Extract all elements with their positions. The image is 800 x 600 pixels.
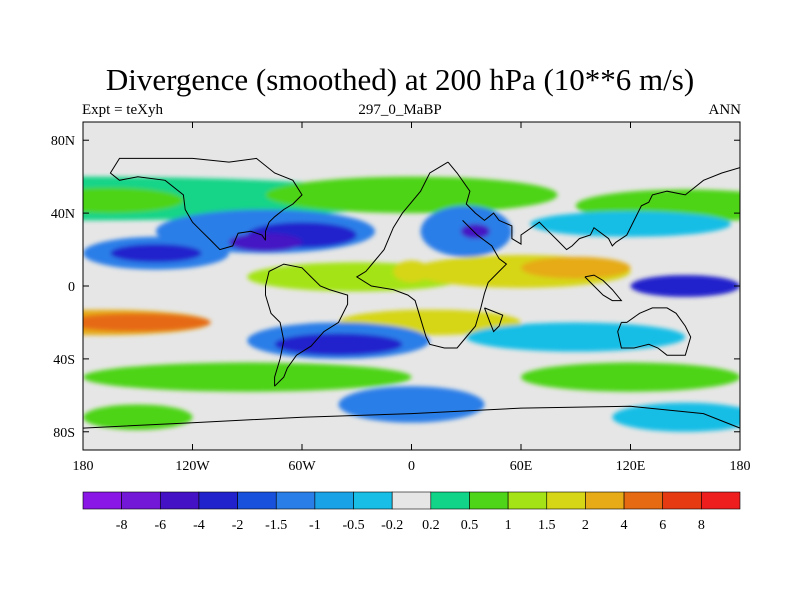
x-tick-label: 60E xyxy=(510,459,533,474)
field-region xyxy=(83,187,184,214)
page-title: Divergence (smoothed) at 200 hPa (10**6 … xyxy=(105,62,695,97)
coastlines xyxy=(83,157,740,429)
colorbar-swatch xyxy=(275,491,316,510)
colorbar-label: 0.2 xyxy=(422,518,440,533)
experiment-label: Expt = teXyh xyxy=(82,102,163,118)
colorbar-label: -6 xyxy=(154,518,166,533)
coastline xyxy=(109,157,303,251)
colorbar-label: -0.5 xyxy=(342,518,364,533)
field-region xyxy=(521,256,631,279)
x-tick-label: 60W xyxy=(288,459,316,474)
map-area xyxy=(82,121,741,451)
y-tick-label: 80S xyxy=(53,426,75,441)
field-region xyxy=(466,322,686,352)
colorbar-label: 8 xyxy=(698,518,705,533)
colorbar-swatch xyxy=(430,491,470,510)
colorbar-label: -8 xyxy=(116,518,128,533)
colorbar-label: 2 xyxy=(582,518,589,533)
colorbar-swatch xyxy=(623,491,664,510)
season-label: ANN xyxy=(708,102,742,118)
field-region xyxy=(338,386,485,423)
run-label: 297_0_MaBP xyxy=(358,102,442,118)
divergence-field xyxy=(83,176,740,432)
colorbar-swatch xyxy=(585,491,625,510)
coastline xyxy=(265,263,349,387)
colorbar-swatch xyxy=(701,491,741,510)
coastline xyxy=(83,405,740,429)
colorbar-swatch xyxy=(353,491,393,510)
colorbar-swatch xyxy=(237,491,277,510)
colorbar-swatch xyxy=(469,491,509,510)
colorbar-label: 1 xyxy=(505,518,512,533)
coastline xyxy=(617,307,692,356)
colorbar: -8 -6 -4 -2 -1.5 -1 -0.5 -0.2 0.2 0.5 1 1.5 2 4 6 8 xyxy=(82,491,741,533)
field-region xyxy=(83,362,412,392)
colorbar-label: -1.5 xyxy=(265,518,287,533)
y-tick-label: 40S xyxy=(53,353,75,368)
field-region xyxy=(521,362,740,392)
field-region xyxy=(460,224,490,239)
field-region xyxy=(265,176,558,214)
y-tick-label: 40N xyxy=(51,207,75,222)
field-region xyxy=(83,313,211,332)
field-region xyxy=(612,402,740,432)
coastline xyxy=(447,161,740,251)
colorbar-swatch xyxy=(314,491,354,510)
colorbar-swatch xyxy=(82,491,122,510)
colorbar-label: 0.5 xyxy=(461,518,479,533)
colorbar-label: 4 xyxy=(621,518,628,533)
field-region xyxy=(229,233,302,252)
x-tick-label: 120E xyxy=(616,459,646,474)
colorbar-label: -0.2 xyxy=(381,518,403,533)
x-tick-label: 180 xyxy=(73,459,94,474)
colorbar-swatch xyxy=(507,491,548,510)
x-tick-label: 120W xyxy=(175,459,210,474)
coastline xyxy=(355,161,508,349)
colorbar-swatch xyxy=(121,491,161,510)
field-region xyxy=(530,211,731,237)
y-axis: 80N 40N 0 40S 80S xyxy=(51,134,740,441)
colorbar-swatch xyxy=(391,491,432,510)
colorbar-swatch xyxy=(546,491,586,510)
colorbar-label: -4 xyxy=(193,518,205,533)
colorbar-swatch xyxy=(198,491,238,510)
colorbar-swatch xyxy=(662,491,702,510)
x-tick-label: 180 xyxy=(730,459,751,474)
field-region xyxy=(110,244,202,263)
field-region xyxy=(274,333,403,356)
colorbar-label: -2 xyxy=(232,518,244,533)
field-region xyxy=(630,275,740,297)
colorbar-label: 1.5 xyxy=(538,518,556,533)
x-tick-label: 0 xyxy=(408,459,415,474)
x-axis: 180 120W 60W 0 60E 120E 180 xyxy=(73,122,751,474)
field-region xyxy=(83,404,193,430)
coastline xyxy=(584,274,623,302)
colorbar-label: 6 xyxy=(659,518,666,533)
y-tick-label: 80N xyxy=(51,134,75,149)
colorbar-swatch xyxy=(159,491,200,510)
y-tick-label: 0 xyxy=(68,280,75,295)
coastline xyxy=(484,307,504,333)
colorbar-label: -1 xyxy=(309,518,321,533)
